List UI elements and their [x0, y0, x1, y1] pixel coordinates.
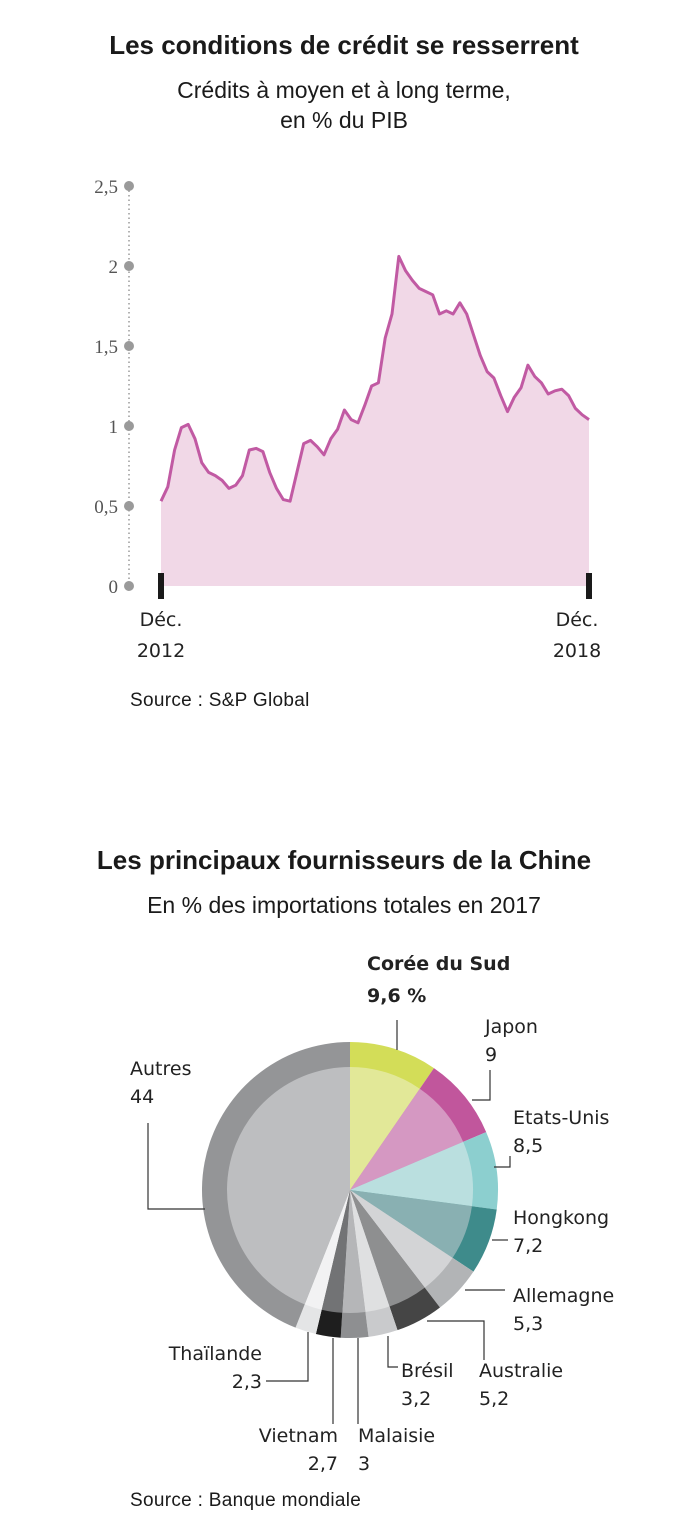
slice-value-autres: 44 — [130, 1086, 154, 1108]
x-end-marker — [586, 573, 592, 599]
slice-label-japon: Japon — [484, 1016, 538, 1038]
credit-area-fill — [161, 256, 589, 586]
chart1-source: Source : S&P Global — [130, 690, 310, 711]
slice-value-vietnam: 2,7 — [308, 1453, 338, 1475]
pie-slice-inner-hongkong — [350, 1190, 472, 1258]
pie-slice-inner-vietnam — [321, 1190, 350, 1313]
area-chart: 0 0,5 1 1,5 2 2,5 Déc. 2012 Déc. 2018 — [94, 177, 601, 662]
pie-slice-inner-autres — [227, 1067, 350, 1305]
y-tick-label: 0,5 — [94, 497, 118, 518]
slice-value-japon: 9 — [485, 1044, 497, 1066]
slice-value-bresil: 3,2 — [401, 1388, 431, 1410]
y-tick-dot — [124, 581, 134, 591]
pie-slice-inner-japon — [350, 1088, 464, 1190]
chart2-source: Source : Banque mondiale — [130, 1490, 362, 1511]
leader-line-bresil — [387, 1336, 398, 1368]
slice-label-thailande: Thaïlande — [168, 1343, 262, 1365]
chart2-subtitle: En % des importations totales en 2017 — [147, 892, 541, 918]
chart1-subtitle-line2: en % du PIB — [280, 107, 408, 133]
slice-value-hongkong: 7,2 — [513, 1235, 543, 1257]
y-tick-dot — [124, 341, 134, 351]
y-tick-dot — [124, 181, 134, 191]
pie-chart: Corée du Sud 9,6 % Japon 9 Etats-Unis 8,5 Hong… — [130, 953, 614, 1475]
slice-value-australie: 5,2 — [479, 1388, 509, 1410]
leader-line-autres — [147, 1123, 205, 1210]
y-tick-dot — [124, 421, 134, 431]
x-end-label-1: Déc. — [556, 609, 599, 631]
y-tick-label: 2 — [109, 257, 119, 278]
credit-series-line — [159, 254, 590, 503]
slice-value-allemagne: 5,3 — [513, 1313, 543, 1335]
slice-value-thailande: 2,3 — [232, 1371, 262, 1393]
pie-slice-inner-allemagne — [350, 1190, 453, 1288]
leader-line-japon — [472, 1070, 491, 1101]
pie-slice-inner-malaisie — [342, 1190, 366, 1314]
y-tick-label: 0 — [109, 577, 119, 598]
leader-line-australie — [427, 1320, 485, 1360]
slice-label-allemagne: Allemagne — [513, 1285, 614, 1307]
pie-slice-inner-australie — [350, 1190, 425, 1307]
x-start-label-2: 2012 — [137, 640, 185, 662]
slice-label-malaisie: Malaisie — [358, 1425, 435, 1447]
chart2-title: Les principaux fournisseurs de la Chine — [96, 845, 592, 875]
slice-label-australie: Australie — [479, 1360, 563, 1382]
slice-label-vietnam: Vietnam — [259, 1425, 338, 1447]
chart1-title: Les conditions de crédit se resserrent — [109, 30, 579, 60]
slice-value-etats-unis: 8,5 — [513, 1135, 543, 1157]
slice-label-bresil: Brésil — [401, 1360, 454, 1382]
slice-label-hongkong: Hongkong — [513, 1207, 609, 1229]
pie-slice-inner-bresil — [350, 1190, 390, 1313]
x-start-marker — [158, 573, 164, 599]
leader-line-etats-unis — [494, 1156, 511, 1168]
y-tick-dot — [124, 501, 134, 511]
y-tick-label: 1 — [109, 417, 119, 438]
slice-label-etats-unis: Etats-Unis — [513, 1107, 609, 1129]
pie-slice-inner-coree-du-sud — [350, 1067, 420, 1190]
slice-label-coree-du-sud: Corée du Sud — [367, 953, 510, 975]
slice-value-coree-du-sud: 9,6 % — [367, 985, 426, 1007]
slice-label-autres: Autres — [130, 1058, 191, 1080]
pie-slice-inner-etats-unis — [350, 1141, 473, 1207]
x-end-label-2: 2018 — [553, 640, 601, 662]
chart1-subtitle-line1: Crédits à moyen et à long terme, — [177, 77, 511, 103]
pie-slice-inner-thailande — [304, 1190, 350, 1310]
leader-line-thailande — [266, 1332, 309, 1382]
y-tick-dot — [124, 261, 134, 271]
x-start-label-1: Déc. — [140, 609, 183, 631]
slice-value-malaisie: 3 — [358, 1453, 370, 1475]
y-tick-label: 2,5 — [94, 177, 118, 198]
y-tick-label: 1,5 — [94, 337, 118, 358]
